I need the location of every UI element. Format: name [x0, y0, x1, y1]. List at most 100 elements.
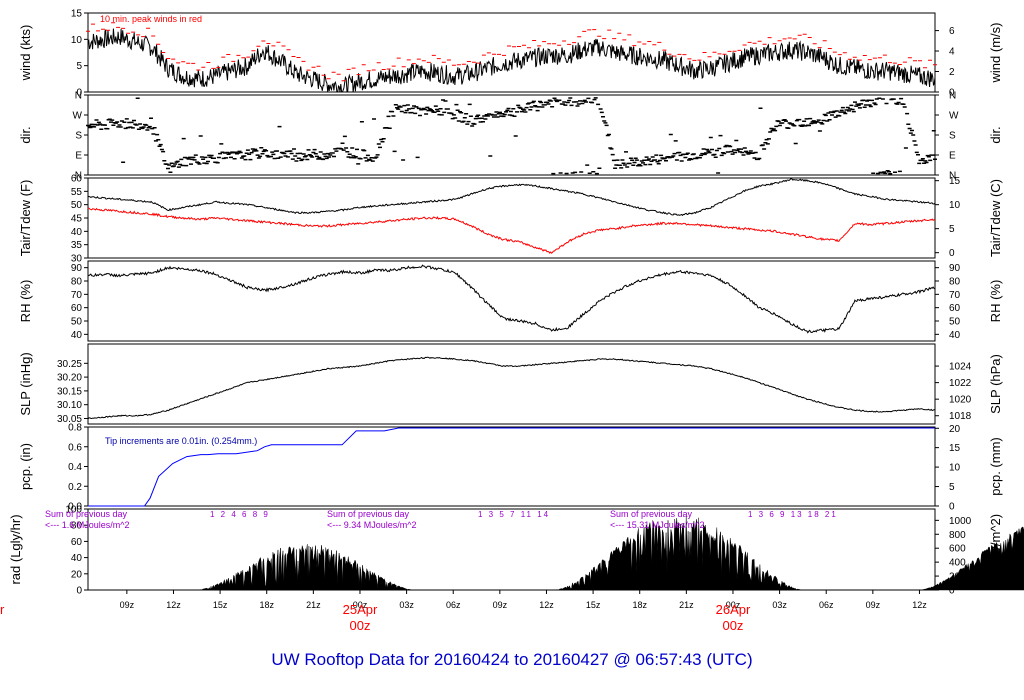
y-right-tick-label: 90 — [949, 263, 961, 274]
panel-frame — [87, 12, 936, 93]
temp-ylabel: Tair/Tdew (F) — [18, 180, 33, 257]
y-right-tick-label: S — [949, 131, 956, 142]
y-right-tick-label: 400 — [949, 558, 966, 569]
y-tick-label: S — [75, 131, 82, 142]
x-tick-label: 06z — [819, 600, 834, 610]
y-right-tick-label: 600 — [949, 544, 966, 555]
y-tick-label: 0 — [76, 88, 82, 99]
y-tick-label: 80 — [71, 277, 83, 288]
x-tick-label: 00z — [353, 600, 368, 610]
y-tick-label: 50 — [71, 200, 83, 211]
y-right-tick-label: 0 — [949, 586, 955, 597]
rad-annotation-value: <--- 9.34 MJoules/m^2 — [327, 520, 417, 530]
x-tick-label: 18z — [259, 600, 274, 610]
dir-marks — [86, 97, 937, 175]
rad-day-area — [192, 544, 419, 591]
panel-frame — [87, 343, 936, 425]
date-label: 25Apr — [343, 602, 378, 617]
x-tick-label: 15z — [213, 600, 228, 610]
y-tick-label: 30.25 — [57, 359, 82, 370]
pcp-ylabel: pcp. (in) — [18, 443, 33, 490]
footer-title: UW Rooftop Data for 20160424 to 20160427… — [271, 650, 753, 669]
rad-annotation-hours: 1 2 4 6 8 9 — [210, 510, 270, 519]
y-right-tick-label: 40 — [949, 330, 961, 341]
y-tick-label: 70 — [71, 290, 83, 301]
wind-ylabel-right: wind (m/s) — [988, 23, 1003, 84]
y-tick-label: 0.6 — [68, 442, 82, 453]
tdew-line — [87, 207, 936, 254]
y-tick-label: 0.2 — [68, 482, 82, 493]
y-right-tick-label: 0 — [949, 502, 955, 513]
y-right-tick-label: W — [949, 111, 959, 122]
y-right-tick-label: 6 — [949, 26, 955, 37]
pcp-annotation: Tip increments are 0.01in. (0.254mm.) — [105, 436, 257, 446]
temp-ylabel-right: Tair/Tdew (C) — [988, 179, 1003, 257]
y-right-tick-label: 15 — [949, 176, 961, 187]
y-tick-label: 40 — [71, 553, 83, 564]
x-tick-label: 03z — [399, 600, 414, 610]
x-tick-label: 12z — [539, 600, 554, 610]
rad-annotation-hours: 1 3 6 9 13 18 21 — [748, 510, 838, 519]
x-tick-label: 12z — [166, 600, 181, 610]
y-tick-label: 0.4 — [68, 462, 82, 473]
y-tick-label: 30.15 — [57, 386, 82, 397]
y-tick-label: N — [75, 91, 82, 102]
y-right-tick-label: 5 — [949, 482, 955, 493]
slp-ylabel-right: SLP (hPa) — [988, 354, 1003, 414]
x-tick-label: 09z — [866, 600, 881, 610]
x-tick-label: 09z — [120, 600, 135, 610]
x-tick-label: 03z — [772, 600, 787, 610]
rad-annotation-label: Sum of previous day — [327, 509, 410, 519]
rad-day-area — [914, 526, 1024, 591]
panel-frame — [87, 508, 936, 591]
y-right-tick-label: 5 — [949, 224, 955, 235]
y-tick-label: 0 — [76, 586, 82, 597]
y-tick-label: 10 — [71, 35, 83, 46]
y-right-tick-label: 80 — [949, 277, 961, 288]
y-right-tick-label: 0 — [949, 88, 955, 99]
y-tick-label: 80 — [71, 521, 83, 532]
y-right-tick-label: 2 — [949, 67, 955, 78]
y-right-tick-label: 1022 — [949, 378, 972, 389]
x-tick-label: 21z — [679, 600, 694, 610]
wind-peak-marks — [86, 22, 937, 82]
y-tick-label: E — [75, 151, 82, 162]
panel-frame — [87, 260, 936, 342]
dir-ylabel: dir. — [18, 126, 33, 143]
wind-ylabel: wind (kts) — [18, 25, 33, 82]
rad-annotation-hours: 1 3 5 7 11 14 — [478, 510, 550, 519]
y-right-tick-label: 800 — [949, 530, 966, 541]
x-tick-label: 00z — [726, 600, 741, 610]
slp-line — [87, 356, 936, 420]
y-tick-label: 30.20 — [57, 373, 82, 384]
rh-line — [87, 264, 936, 334]
y-right-tick-label: 0 — [949, 248, 955, 259]
y-tick-label: 50 — [71, 317, 83, 328]
y-tick-label: 55 — [71, 187, 83, 198]
y-right-tick-label: E — [949, 151, 956, 162]
y-right-tick-label: 70 — [949, 290, 961, 301]
y-tick-label: W — [73, 111, 83, 122]
y-tick-label: 60 — [71, 537, 83, 548]
pcp-ylabel-right: pcp. (mm) — [988, 437, 1003, 496]
y-tick-label: 5 — [76, 61, 82, 72]
rh-ylabel-right: RH (%) — [988, 280, 1003, 323]
y-tick-label: 35 — [71, 240, 83, 251]
y-right-tick-label: 1000 — [949, 516, 972, 527]
y-tick-label: 20 — [71, 569, 83, 580]
y-tick-label: 40 — [71, 227, 83, 238]
wind-annotation: 10 min. peak winds in red — [100, 14, 202, 24]
tair-line — [87, 178, 936, 217]
y-right-tick-label: 1024 — [949, 362, 972, 373]
date-time-label: 00z — [349, 618, 370, 633]
y-tick-label: 40 — [71, 330, 83, 341]
x-tick-label: 09z — [493, 600, 508, 610]
y-right-tick-label: 50 — [949, 317, 961, 328]
y-right-tick-label: 20 — [949, 424, 961, 435]
date-time-label: 00z — [722, 618, 743, 633]
y-tick-label: 60 — [71, 174, 83, 185]
date-label: 26Apr — [716, 602, 751, 617]
y-tick-label: 30 — [71, 254, 83, 265]
y-tick-label: 0.8 — [68, 423, 82, 434]
rad-annotation-label: Sum of previous day — [610, 509, 693, 519]
